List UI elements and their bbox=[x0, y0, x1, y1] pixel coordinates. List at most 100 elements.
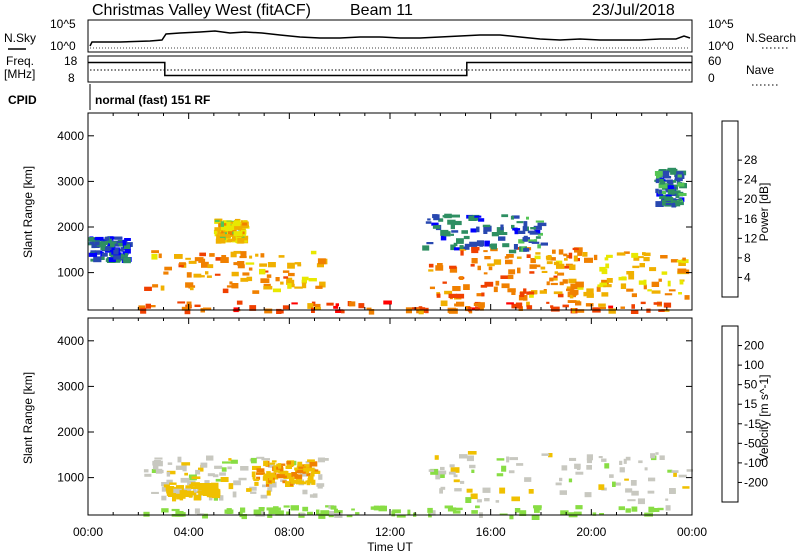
range-cell-0-39 bbox=[233, 480, 241, 486]
range-cell-2-46 bbox=[442, 281, 447, 284]
range-cell-1-3 bbox=[309, 461, 318, 467]
range-cell-0-80 bbox=[287, 283, 292, 289]
range-cell-0-5 bbox=[209, 253, 215, 257]
range-cell-4-44 bbox=[550, 305, 554, 308]
range-cell-5-39 bbox=[114, 236, 122, 240]
range-cell-2-56 bbox=[531, 290, 538, 295]
range-cell-3-21 bbox=[454, 488, 462, 492]
range-cell-3-18 bbox=[601, 292, 609, 297]
range-cell-4-89 bbox=[577, 309, 585, 313]
range-cell-0-18 bbox=[287, 262, 295, 269]
range-cell-0-23 bbox=[201, 261, 209, 268]
range-cell-0-12 bbox=[188, 285, 192, 289]
range-cell-3-20 bbox=[495, 500, 500, 503]
range-cell-0-65 bbox=[259, 263, 267, 267]
range-cell-3-29 bbox=[540, 266, 546, 270]
range-cell-3-36 bbox=[553, 261, 560, 266]
range-cell-3-56 bbox=[459, 454, 468, 459]
range-cell-3-71 bbox=[586, 454, 593, 461]
range-cell-6-62 bbox=[432, 225, 441, 229]
range-cell-1-63 bbox=[224, 221, 231, 227]
range-cell-4-32 bbox=[197, 513, 204, 516]
range-cell-2-35 bbox=[186, 489, 191, 493]
range-cell-6-14 bbox=[483, 225, 492, 232]
range-cell-0-59 bbox=[178, 263, 184, 268]
range-cell-1-7 bbox=[312, 470, 321, 474]
range-cell-0-81 bbox=[219, 472, 226, 476]
range-cell-3-55 bbox=[655, 452, 659, 455]
range-cell-2-69 bbox=[183, 488, 192, 491]
range-cell-6-33 bbox=[470, 228, 477, 233]
range-cell-3-39 bbox=[471, 469, 475, 473]
range-cell-6-56 bbox=[517, 230, 526, 234]
range-cell-2-35 bbox=[471, 246, 480, 251]
range-cell-4-63 bbox=[249, 305, 257, 311]
power-colorbar: 4 8 12 16 20 24 28 bbox=[721, 120, 758, 298]
range-cell-4-71 bbox=[658, 309, 665, 312]
range-cell-1-23 bbox=[285, 465, 292, 469]
range-cell-1-72 bbox=[286, 461, 291, 465]
range-cell-2-19 bbox=[480, 284, 488, 288]
range-cell-4-68 bbox=[181, 306, 191, 311]
range-cell-0-38 bbox=[191, 285, 196, 288]
range-cell-1-38 bbox=[297, 469, 302, 474]
range-cell-4-37 bbox=[334, 508, 338, 514]
range-cell-0-85 bbox=[266, 490, 271, 496]
range-cell-3-8 bbox=[555, 482, 562, 486]
range-cell-2-76 bbox=[523, 288, 527, 294]
range-cell-4-39 bbox=[314, 307, 321, 310]
range-cell-3-5 bbox=[633, 256, 640, 261]
range-cell-7-87 bbox=[662, 181, 666, 185]
range-cell-0-23 bbox=[207, 473, 215, 477]
range-cell-7-48 bbox=[675, 195, 680, 198]
range-cell-0-65 bbox=[228, 458, 232, 461]
velocity-heatmap-cells bbox=[143, 451, 693, 520]
range-cell-1-74 bbox=[298, 466, 306, 469]
range-cell-3-31 bbox=[582, 252, 588, 257]
range-cell-2-59 bbox=[428, 263, 434, 268]
range-cell-4-88 bbox=[648, 506, 655, 513]
range-cell-4-42 bbox=[194, 304, 201, 307]
range-cell-2-38 bbox=[196, 490, 205, 494]
range-cell-7-76 bbox=[678, 198, 683, 202]
range-cell-1-76 bbox=[306, 480, 311, 486]
range-cell-3-78 bbox=[439, 488, 443, 494]
range-cell-3-3 bbox=[575, 471, 584, 475]
range-cell-3-13 bbox=[584, 492, 592, 498]
colorbar-tick-label: -15 bbox=[744, 417, 762, 431]
range-cell-6-12 bbox=[451, 214, 460, 218]
range-cell-0-58 bbox=[151, 250, 159, 254]
range-cell-6-19 bbox=[496, 227, 504, 233]
range-cell-3-19 bbox=[584, 257, 593, 263]
range-cell-5-31 bbox=[124, 248, 131, 254]
range-cell-3-52 bbox=[659, 455, 665, 460]
range-cell-0-77 bbox=[229, 281, 233, 285]
range-cell-7-55 bbox=[656, 174, 662, 180]
range-cell-7-41 bbox=[655, 201, 664, 207]
range-cell-0-84 bbox=[215, 478, 221, 482]
range-cell-4-52 bbox=[143, 511, 150, 517]
range-cell-5-33 bbox=[124, 253, 128, 257]
range-cell-5-87 bbox=[95, 236, 104, 241]
range-cell-6-80 bbox=[442, 215, 449, 218]
range-cell-1-83 bbox=[237, 237, 245, 244]
range-cell-3-60 bbox=[650, 453, 656, 459]
range-cell-1-76 bbox=[225, 225, 233, 232]
range-cell-1-50 bbox=[213, 229, 218, 235]
range-cell-5-88 bbox=[89, 241, 94, 245]
range-cell-5-58 bbox=[90, 250, 96, 253]
range-cell-4-23 bbox=[531, 514, 540, 520]
range-cell-3-26 bbox=[603, 284, 612, 288]
range-cell-4-51 bbox=[392, 509, 401, 514]
colorbar-tick-label: 28 bbox=[744, 153, 758, 167]
range-cell-3-86 bbox=[621, 276, 627, 281]
range-cell-1-79 bbox=[308, 475, 314, 481]
range-cell-7-49 bbox=[662, 176, 672, 179]
range-cell-3-1 bbox=[539, 290, 547, 294]
range-cell-0-68 bbox=[305, 461, 311, 464]
range-cell-6-50 bbox=[483, 230, 488, 234]
range-cell-7-51 bbox=[658, 183, 668, 189]
range-cell-3-88 bbox=[559, 281, 564, 286]
range-cell-3-12 bbox=[686, 269, 690, 275]
nsearch-tick-bottom: 10^0 bbox=[708, 39, 734, 53]
